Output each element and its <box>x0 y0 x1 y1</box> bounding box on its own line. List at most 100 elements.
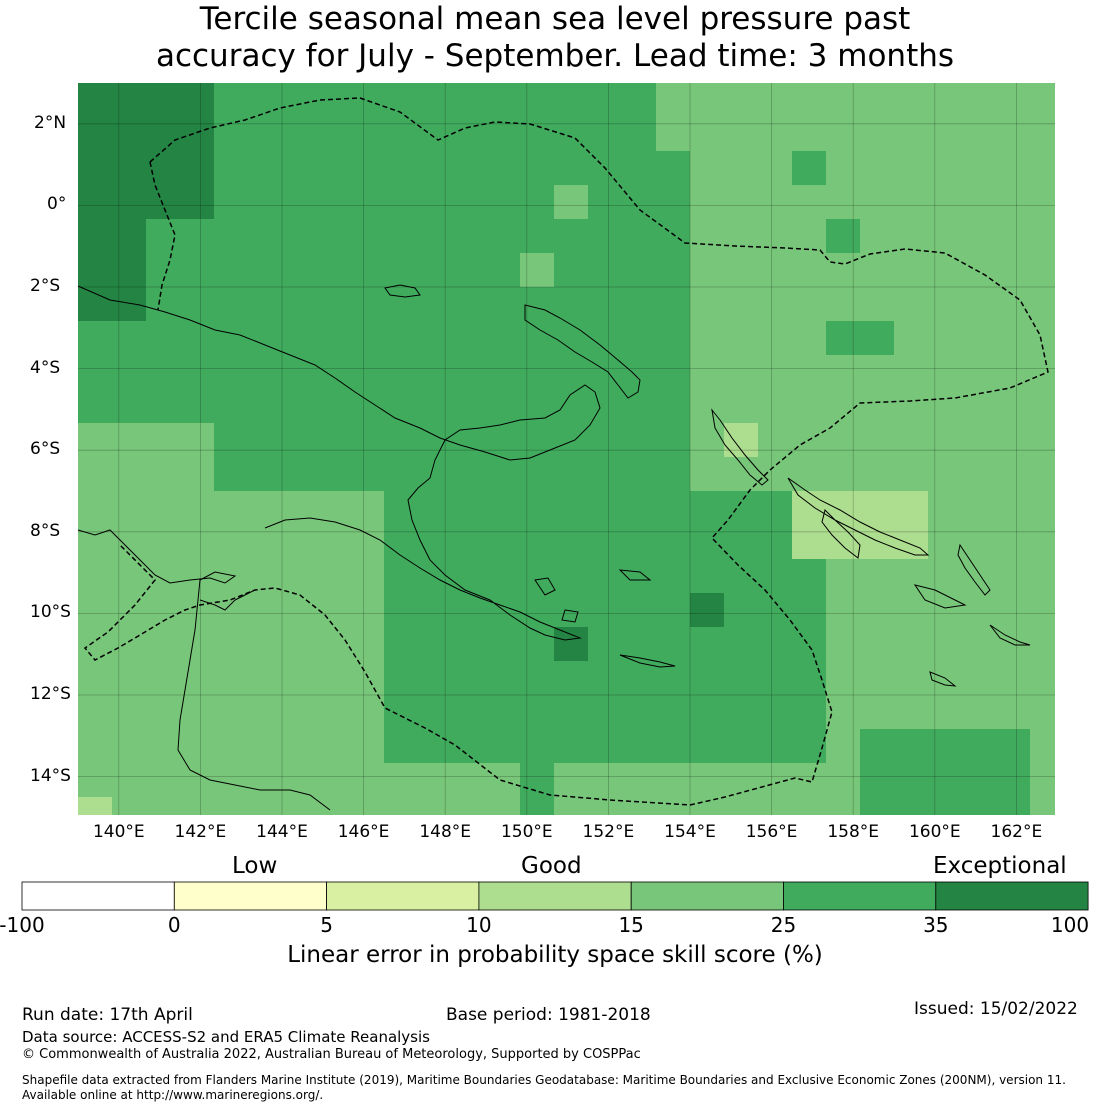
skill-cell <box>622 661 656 695</box>
skill-cell <box>180 321 214 355</box>
skill-cell <box>622 559 656 593</box>
skill-cell <box>520 525 554 559</box>
skill-cell <box>622 219 656 253</box>
skill-cell <box>554 763 588 797</box>
skill-cell <box>554 695 588 729</box>
skill-cell <box>350 797 384 815</box>
skill-cell <box>486 219 520 253</box>
skill-cell <box>452 117 486 151</box>
skill-cell <box>724 253 758 287</box>
skill-cell <box>180 457 214 491</box>
skill-cell <box>928 423 962 457</box>
skill-cell <box>826 661 860 695</box>
skill-cell <box>860 661 894 695</box>
skill-cell <box>724 729 758 763</box>
skill-cell <box>554 321 588 355</box>
skill-cell <box>350 457 384 491</box>
skill-cell <box>78 491 112 525</box>
skill-cell <box>316 559 350 593</box>
skill-cell <box>792 593 826 627</box>
eez-boundary-west <box>149 161 176 311</box>
skill-cell <box>792 661 826 695</box>
skill-cell <box>894 627 928 661</box>
skill-cell <box>724 185 758 219</box>
skill-cell <box>486 797 520 815</box>
skill-cell <box>146 321 180 355</box>
skill-cell <box>214 491 248 525</box>
skill-cell <box>622 627 656 661</box>
skill-cell <box>690 797 724 815</box>
skill-cell <box>962 219 996 253</box>
skill-cell <box>248 185 282 219</box>
skill-cell <box>554 287 588 321</box>
skill-cell <box>588 729 622 763</box>
skill-cell <box>384 661 418 695</box>
skill-cell <box>180 253 214 287</box>
skill-cell <box>248 627 282 661</box>
skill-cell <box>1030 763 1055 797</box>
skill-cell <box>214 117 248 151</box>
skill-cell <box>792 151 826 185</box>
skill-cell <box>554 151 588 185</box>
colorbar-segment <box>783 881 937 911</box>
skill-cell <box>996 797 1030 815</box>
skill-cell <box>724 355 758 389</box>
skill-cell <box>112 185 146 219</box>
skill-cell <box>724 661 758 695</box>
skill-cell <box>894 763 928 797</box>
skill-cell <box>78 593 112 627</box>
skill-cell <box>248 491 282 525</box>
skill-cell <box>622 491 656 525</box>
skill-cell <box>962 627 996 661</box>
skill-cell <box>928 763 962 797</box>
skill-cell <box>894 389 928 423</box>
skill-cell <box>588 117 622 151</box>
longitude-label: 150°E <box>500 822 553 842</box>
skill-cell <box>146 797 180 815</box>
skill-cell <box>112 661 146 695</box>
skill-cell <box>384 627 418 661</box>
skill-cell <box>690 695 724 729</box>
skill-cell <box>180 287 214 321</box>
skill-cell <box>690 219 724 253</box>
skill-cell <box>928 797 962 815</box>
manus-island-coastline <box>384 284 421 298</box>
skill-cell <box>486 491 520 525</box>
skill-cell <box>316 219 350 253</box>
skill-cell <box>282 151 316 185</box>
skill-cell <box>418 151 452 185</box>
skill-cell <box>520 627 554 661</box>
skill-cell <box>282 797 316 815</box>
skill-cell <box>248 151 282 185</box>
skill-cell <box>554 219 588 253</box>
skill-cell <box>1030 253 1055 287</box>
skill-cell <box>316 763 350 797</box>
skill-cell <box>112 729 146 763</box>
skill-cell <box>758 389 792 423</box>
skill-cell <box>248 253 282 287</box>
skill-cell <box>996 525 1030 559</box>
skill-cell <box>112 117 146 151</box>
skill-cell <box>214 83 248 117</box>
skill-cell <box>282 559 316 593</box>
skill-cell <box>146 457 180 491</box>
skill-cell <box>690 627 724 661</box>
skill-cell <box>418 355 452 389</box>
skill-cell <box>316 185 350 219</box>
skill-cell <box>996 287 1030 321</box>
skill-cell <box>214 253 248 287</box>
skill-cell <box>384 695 418 729</box>
skill-cell <box>622 185 656 219</box>
skill-cell <box>656 287 690 321</box>
skill-cell <box>180 389 214 423</box>
skill-cell <box>282 627 316 661</box>
skill-cell <box>78 253 112 287</box>
skill-cell <box>248 117 282 151</box>
skill-cell <box>316 491 350 525</box>
skill-cell <box>214 151 248 185</box>
skill-cell <box>554 729 588 763</box>
skill-cell <box>1030 695 1055 729</box>
skill-cell <box>520 219 554 253</box>
skill-cell <box>248 287 282 321</box>
skill-cell <box>248 525 282 559</box>
